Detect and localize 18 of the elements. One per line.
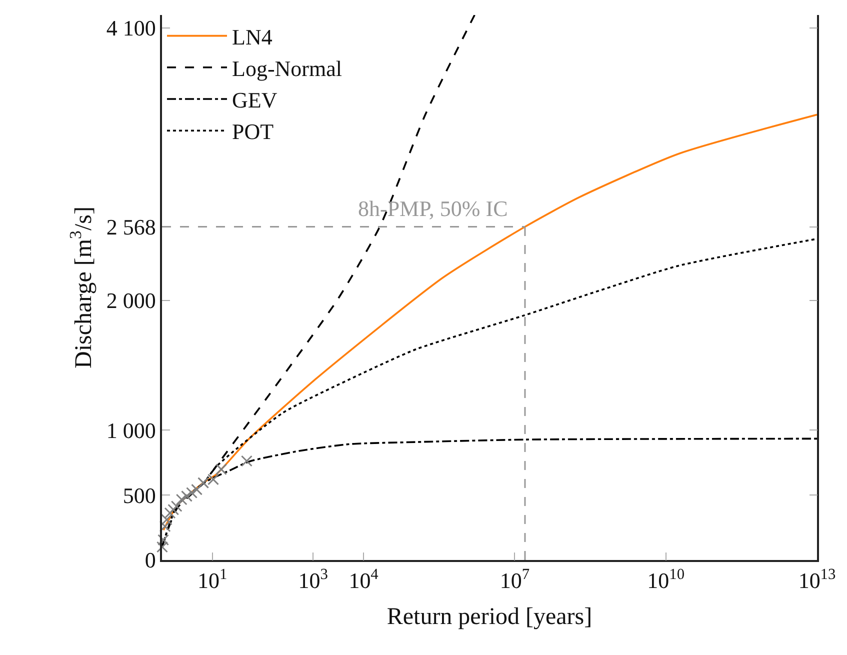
y-tick-label: 1 000 bbox=[106, 418, 156, 443]
y-tick-label: 0 bbox=[144, 548, 156, 573]
x-tick-label: 10$^{10}$ bbox=[647, 566, 685, 594]
y-tick-label: 2 568 bbox=[106, 214, 156, 240]
legend-label: Log-Normal bbox=[232, 56, 342, 81]
x-axis-title: Return period [years] bbox=[386, 604, 592, 630]
x-tick-label: 10$^{4}$ bbox=[348, 566, 379, 594]
x-tick-label: 10$^{3}$ bbox=[298, 566, 328, 594]
y-tick-label: 2 000 bbox=[106, 288, 156, 314]
x-tick-label: 10$^{1}$ bbox=[198, 566, 228, 594]
x-tick-label: 10$^{13}$ bbox=[798, 566, 836, 594]
legend-label: GEV bbox=[232, 88, 278, 113]
x-tick-label: 10$^{7}$ bbox=[500, 566, 530, 594]
ref-line-label: 8h-PMP, 50% IC bbox=[358, 196, 508, 221]
legend-label: LN4 bbox=[232, 24, 272, 50]
y-tick-label: 4 100 bbox=[106, 16, 156, 41]
y-tick-label: 500 bbox=[122, 482, 156, 508]
legend-label: POT bbox=[232, 119, 274, 144]
